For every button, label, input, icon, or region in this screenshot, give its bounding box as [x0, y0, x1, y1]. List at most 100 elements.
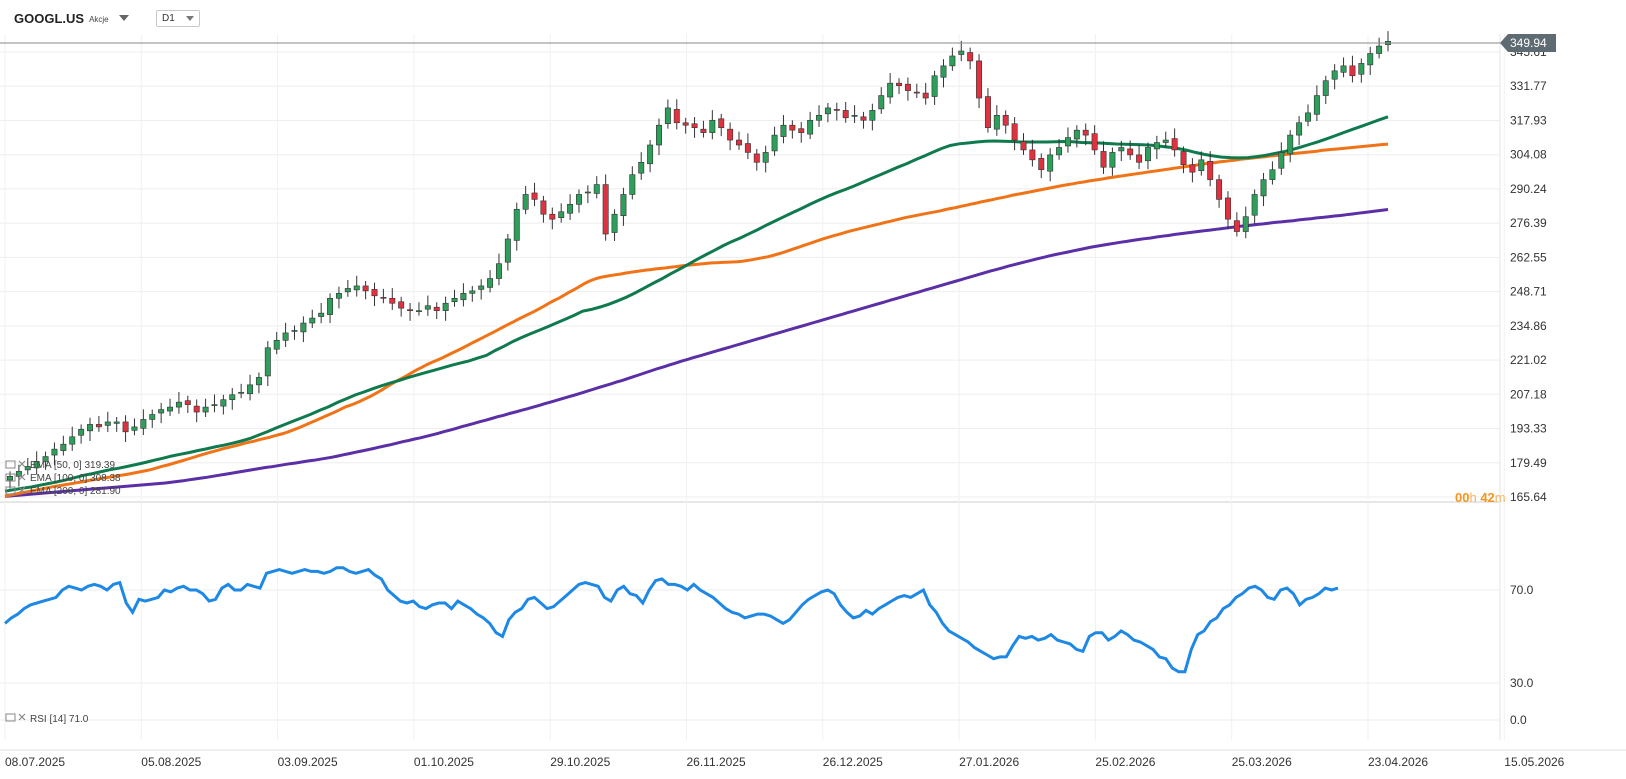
candle-body [869, 110, 876, 121]
candle [255, 372, 262, 394]
candle-body [1278, 152, 1285, 169]
candle-body [220, 399, 227, 407]
candle [1322, 75, 1329, 104]
candle-body [1047, 154, 1054, 172]
candle [167, 398, 173, 416]
candle-body [584, 191, 591, 194]
candle-body [1251, 194, 1258, 216]
candle [24, 458, 31, 475]
candle-body [69, 436, 76, 445]
ema-legend-label: EMA [200, 0] 281.90 [30, 486, 121, 497]
candle [460, 283, 467, 307]
candle-body [1180, 151, 1187, 166]
time-tick-label: 01.10.2025 [414, 755, 474, 769]
candle [1056, 139, 1063, 160]
rsi-legend-item[interactable]: RSI [14] 71.0 [5, 713, 89, 725]
candle [211, 394, 218, 413]
candle-body [922, 92, 929, 99]
candle-body [567, 204, 574, 214]
candle [904, 77, 911, 101]
candle-body [353, 285, 360, 291]
candle [398, 296, 405, 317]
symbol-name: GOOGL.US [14, 10, 85, 26]
candle-body [1153, 142, 1160, 150]
candle-body [1340, 65, 1347, 73]
price-tick-label: 304.08 [1510, 148, 1547, 162]
candle-body [1233, 220, 1240, 232]
candle [842, 101, 849, 123]
candle-body [487, 278, 494, 288]
candle-body [558, 211, 565, 218]
timer-hours: 00 [1455, 490, 1470, 505]
current-price-label: 349.94 [1510, 36, 1547, 50]
ema-legend-item[interactable]: EMA [100, 0] 308.38 [5, 473, 121, 484]
candle [691, 117, 698, 138]
candle [487, 270, 494, 293]
candle-body [184, 400, 191, 405]
candle [469, 285, 476, 302]
candle [300, 316, 307, 343]
candle-body [718, 118, 725, 128]
candle [327, 293, 334, 324]
ema-legend-label: EMA [100, 0] 308.38 [30, 473, 121, 484]
candle [1340, 57, 1347, 78]
candle [247, 374, 254, 401]
timeframe-selector[interactable]: D1 [156, 10, 200, 27]
candle-body [931, 75, 938, 97]
candle [878, 87, 885, 114]
candle [1091, 125, 1098, 155]
candle [593, 176, 600, 199]
ema-50-line [4, 115, 1389, 493]
candle [344, 280, 351, 297]
candle-body [593, 184, 600, 194]
candle [451, 289, 458, 307]
candle [122, 415, 129, 442]
ema-legend-item[interactable]: EMA [50, 0] 319.39 [5, 460, 115, 471]
candle-body [727, 128, 734, 141]
candle [15, 464, 22, 487]
candle-body [238, 391, 245, 394]
candle [1367, 46, 1374, 76]
candle-body [51, 448, 58, 456]
price-tick-label: 331.77 [1510, 79, 1547, 93]
candle-body [833, 109, 840, 111]
candle [567, 194, 574, 220]
rsi-tick-label: 0.0 [1510, 713, 1527, 727]
candle [958, 40, 965, 62]
candle [1287, 130, 1294, 163]
symbol-selector[interactable]: GOOGL.US Akcje [14, 8, 129, 28]
candle [273, 331, 280, 355]
candle [1233, 212, 1240, 237]
candle [362, 280, 369, 300]
candle [1269, 161, 1276, 185]
candle-body [318, 312, 325, 317]
candle-body [1136, 154, 1143, 163]
candle-body [175, 401, 182, 408]
candle [522, 186, 529, 215]
ema-legend-item[interactable]: EMA [200, 0] 281.90 [5, 486, 121, 497]
candle [824, 102, 831, 123]
candle-body [362, 285, 369, 292]
candle [140, 409, 147, 436]
price-tick-label: 262.55 [1510, 250, 1547, 264]
candle-body [1056, 147, 1063, 156]
settings-icon [5, 473, 16, 482]
candle [913, 83, 920, 99]
candle-body [629, 174, 636, 195]
candle [318, 302, 325, 324]
candle [1376, 37, 1383, 59]
candle [896, 78, 902, 95]
candle [682, 117, 689, 134]
candle [131, 418, 138, 436]
candle-body [1331, 70, 1338, 80]
candle-body [1216, 179, 1223, 200]
candle-body [1269, 169, 1276, 180]
candle-body [1367, 53, 1374, 66]
timer-minutes: 42 [1480, 490, 1495, 505]
candle-body [993, 115, 1000, 130]
candle [549, 207, 556, 230]
candle-body [122, 421, 129, 433]
chevron-down-icon [186, 16, 194, 21]
candle-body [940, 65, 947, 78]
